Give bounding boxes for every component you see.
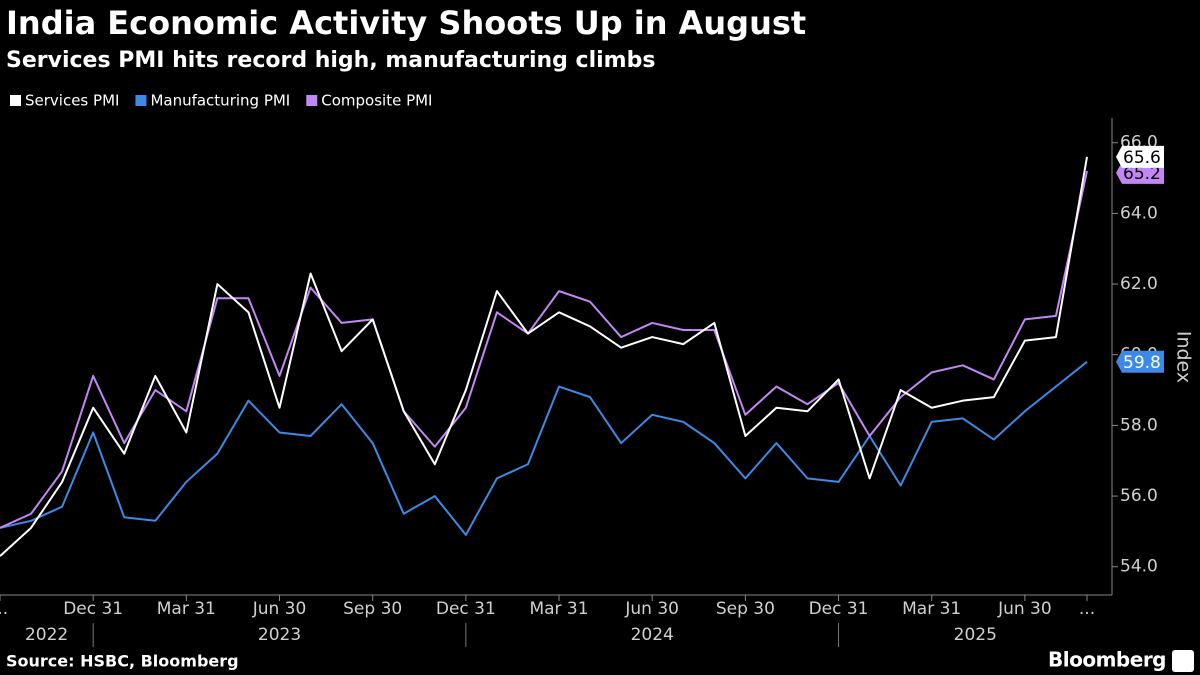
logo-icon	[1172, 650, 1194, 672]
x-tick-label: Sep 30	[716, 599, 775, 619]
end-label-text: 65.6	[1123, 148, 1161, 168]
x-tick-label: Sep 30	[343, 599, 402, 619]
legend-swatch	[306, 95, 318, 106]
y-tick-label: 56.0	[1120, 486, 1158, 506]
x-tick-label: Mar 31	[157, 599, 216, 619]
legend-swatch	[135, 95, 147, 106]
y-tick-label: 64.0	[1120, 203, 1158, 223]
end-label-text: 65.2	[1123, 164, 1161, 184]
y-tick-label: 54.0	[1120, 557, 1158, 577]
series-line	[0, 361, 1088, 536]
x-tick-label: Mar 31	[529, 599, 588, 619]
end-label-box	[1116, 350, 1164, 373]
x-tick-label: Mar 31	[902, 599, 961, 619]
x-tick-label: Jun 30	[624, 599, 679, 619]
x-tick-label: Jun 30	[997, 599, 1052, 619]
legend-label: Services PMI	[25, 92, 119, 110]
year-label: 2022	[25, 625, 68, 645]
end-label-box	[1116, 145, 1164, 168]
x-tick-label: Dec 31	[436, 599, 496, 619]
legend-label: Manufacturing PMI	[150, 92, 290, 110]
x-tick-label: Dec 31	[809, 599, 869, 619]
legend-label: Composite PMI	[321, 92, 432, 110]
x-tick-label: ...	[0, 599, 8, 619]
legend-swatch	[10, 95, 21, 106]
end-label: 59.8	[1116, 350, 1164, 373]
y-tick-label: 58.0	[1120, 415, 1158, 435]
end-label: 65.6	[1116, 145, 1164, 168]
chart-title: India Economic Activity Shoots Up in Aug…	[6, 4, 806, 42]
x-tick-label: Jun 30	[252, 599, 307, 619]
logo: Bloomberg	[1048, 648, 1166, 672]
chart-subtitle: Services PMI hits record high, manufactu…	[6, 48, 655, 73]
end-label-text: 59.8	[1123, 353, 1161, 373]
y-axis-label: Index	[1173, 331, 1195, 383]
year-label: 2023	[258, 625, 301, 645]
x-tick-label: ...	[1079, 599, 1095, 619]
series-line	[0, 156, 1088, 557]
y-tick-label: 62.0	[1120, 274, 1158, 294]
series-line	[0, 170, 1088, 529]
source: Source: HSBC, Bloomberg	[6, 652, 239, 671]
year-label: 2025	[954, 625, 997, 645]
year-label: 2024	[631, 625, 674, 645]
x-tick-label: Dec 31	[63, 599, 123, 619]
